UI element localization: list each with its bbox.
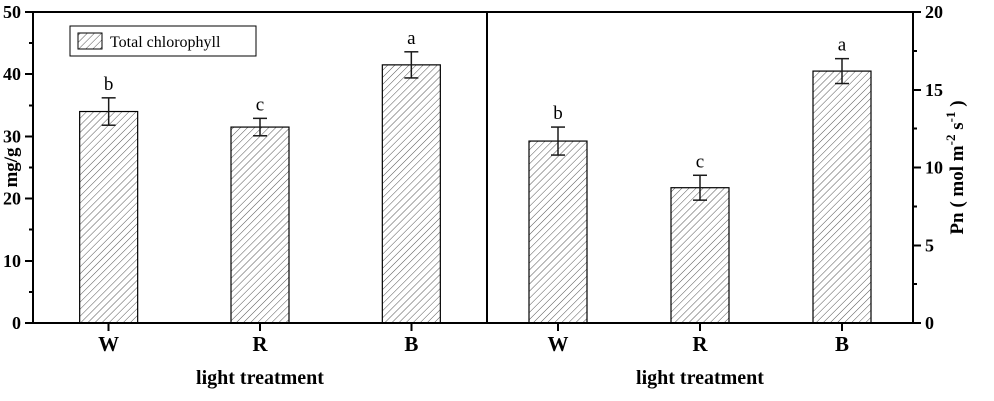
legend-label: Total chlorophyll [110,34,221,51]
y-tick-label-right-0: 0 [925,313,934,333]
bar-left-B [381,64,441,324]
error-bar-right-B [835,57,849,85]
bar-right-R [670,187,730,324]
sig-letter-right-R: c [696,151,704,172]
sig-letter-left-R: c [256,94,264,115]
bar-right-W [528,140,588,324]
error-bar-left-B [404,51,419,79]
x-tick-label-left-W: W [98,332,119,356]
x-axis-label-right: light treatment [636,367,764,389]
error-bar-right-R [693,174,707,201]
legend: Total chlorophyll [69,25,257,57]
error-bar-left-R [253,117,267,137]
y-tick-label-left-20: 20 [3,189,21,209]
y-tick-label-right-20: 20 [925,2,943,22]
y-tick-label-left-0: 0 [12,313,21,333]
x-tick-label-left-B: B [404,332,418,356]
sig-letter-right-B: a [838,35,847,56]
x-tick-label-left-R: R [252,332,268,356]
y-tick-label-left-10: 10 [3,251,21,271]
y-tick-label-right-10: 10 [925,158,943,178]
sig-letter-left-B: a [407,28,416,49]
error-bar-left-W [101,97,116,126]
legend-box [69,25,257,57]
x-tick-label-right-W: W [548,332,569,356]
y-tick-label-left-30: 30 [3,126,21,146]
error-bar-right-W [551,126,565,156]
x-tick-label-right-B: B [835,332,849,356]
bar-left-W [79,110,139,324]
legend-swatch-hatch-icon [77,32,103,50]
x-tick-label-right-R: R [692,332,708,356]
bar-left-R [230,126,290,324]
y-tick-label-left-50: 50 [3,2,21,22]
right-y-axis-label: Pn ( mol m-2 s-1 ) [943,100,968,234]
sig-letter-right-W: b [553,103,563,124]
y-tick-label-right-5: 5 [925,235,934,255]
bar-right-B [812,70,872,324]
left-y-axis-label: mg/g [1,147,22,188]
y-tick-label-left-40: 40 [3,64,21,84]
sig-letter-left-W: b [104,74,114,95]
y-tick-label-right-15: 15 [925,80,943,100]
x-axis-label-left: light treatment [196,367,324,389]
